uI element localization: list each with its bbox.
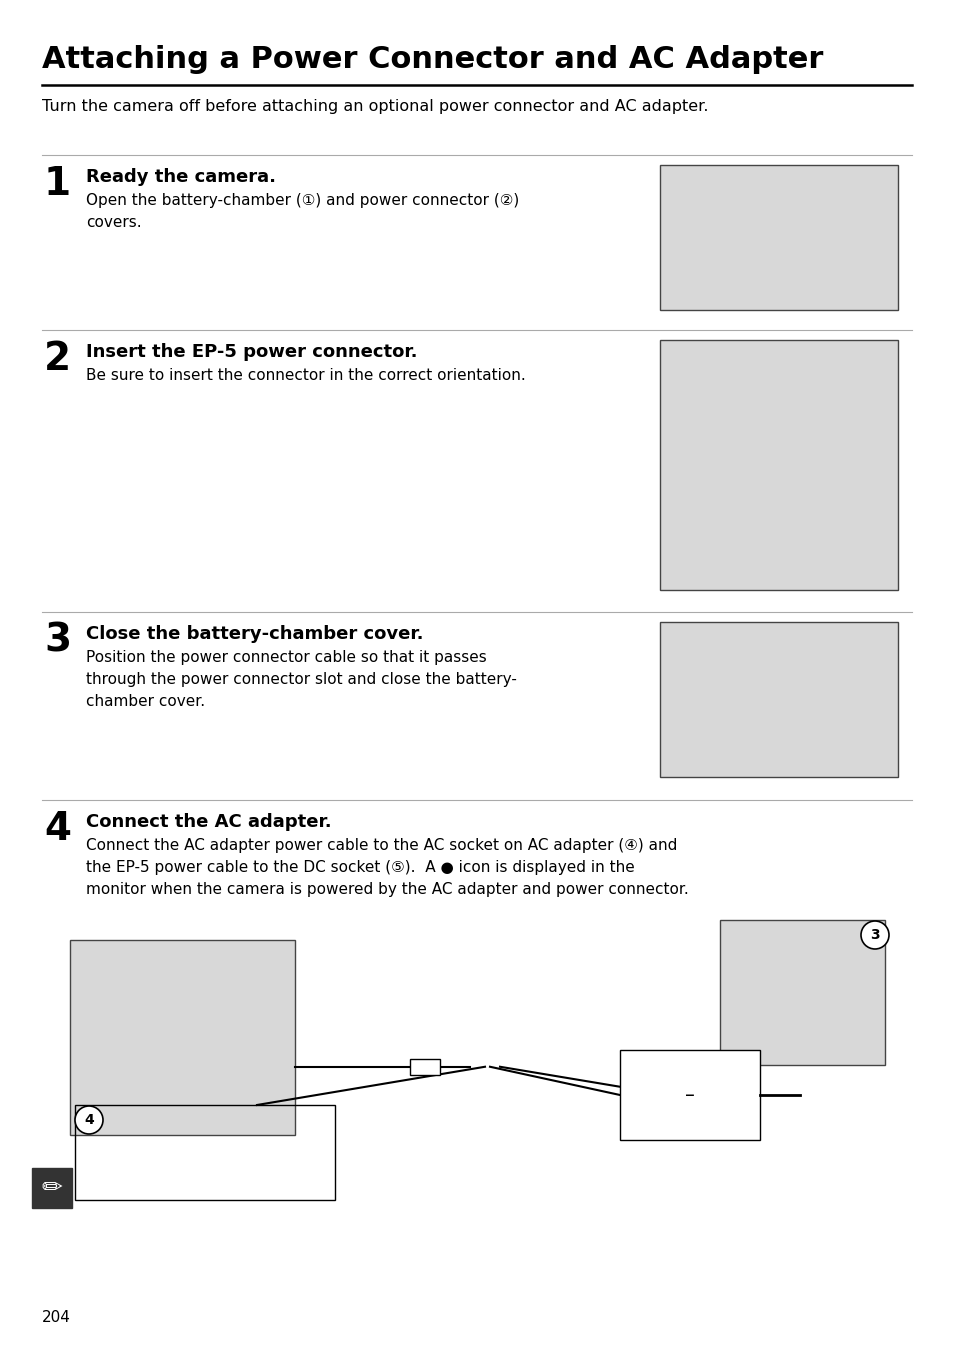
Text: Insert the EP-5 power connector.: Insert the EP-5 power connector. [86, 343, 417, 361]
Text: Close the battery-chamber cover.: Close the battery-chamber cover. [86, 625, 423, 644]
Text: ✏: ✏ [42, 1176, 63, 1201]
Circle shape [75, 1106, 103, 1134]
Text: –: – [684, 1086, 694, 1105]
Text: Ready the camera.: Ready the camera. [86, 168, 275, 187]
Text: Connect the AC adapter power cable to the AC socket on AC adapter (④) and
the EP: Connect the AC adapter power cable to th… [86, 838, 688, 898]
Text: Connect the AC adapter.: Connect the AC adapter. [86, 813, 332, 831]
Text: 3: 3 [869, 927, 879, 942]
Text: 2: 2 [44, 339, 71, 379]
Bar [75, 1105, 335, 1201]
Text: Be sure to insert the connector in the correct orientation.: Be sure to insert the connector in the c… [86, 368, 525, 383]
Circle shape [861, 921, 888, 949]
Bar [32, 1168, 71, 1207]
Text: 4: 4 [44, 810, 71, 848]
Bar [720, 919, 884, 1065]
Bar [659, 339, 897, 589]
Text: 3: 3 [44, 622, 71, 660]
Bar [410, 1059, 439, 1075]
Text: 1: 1 [44, 165, 71, 203]
Bar [659, 622, 897, 777]
Bar [619, 1051, 760, 1140]
Text: 204: 204 [42, 1310, 71, 1325]
Text: 4: 4 [84, 1113, 93, 1128]
Text: Attaching a Power Connector and AC Adapter: Attaching a Power Connector and AC Adapt… [42, 45, 822, 74]
Text: Open the battery-chamber (①) and power connector (②)
covers.: Open the battery-chamber (①) and power c… [86, 193, 518, 230]
Text: Turn the camera off before attaching an optional power connector and AC adapter.: Turn the camera off before attaching an … [42, 99, 708, 114]
Bar [70, 940, 294, 1134]
Bar [659, 165, 897, 310]
Text: Position the power connector cable so that it passes
through the power connector: Position the power connector cable so th… [86, 650, 517, 710]
